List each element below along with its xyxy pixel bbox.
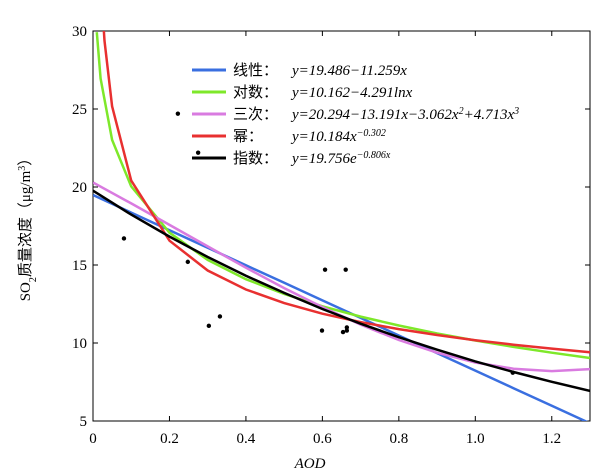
data-point bbox=[175, 111, 181, 116]
fit-line bbox=[93, 193, 588, 421]
legend-label: 指数： bbox=[233, 150, 278, 167]
y-label-sub: 2 bbox=[28, 277, 39, 282]
data-point bbox=[195, 150, 201, 155]
x-tick-label: 0.6 bbox=[313, 431, 332, 447]
fit-line bbox=[93, 189, 590, 393]
legend-equation: y=19.756e−0.806x bbox=[290, 150, 391, 168]
equation-part: y=19.486−11.259x bbox=[290, 63, 407, 79]
fit-line bbox=[102, 31, 590, 354]
legend-equation: y=19.486−11.259x bbox=[290, 63, 407, 79]
legend-equation: y=10.184x−0.302 bbox=[290, 128, 386, 146]
data-point bbox=[121, 236, 127, 241]
legend-equation: y=20.294−13.191x−3.062x2+4.713x3 bbox=[290, 106, 519, 124]
x-tick-label: 0.2 bbox=[160, 431, 179, 447]
x-tick-label: 0.4 bbox=[237, 431, 256, 447]
data-point bbox=[343, 267, 348, 272]
legend-label: 线性： bbox=[233, 62, 278, 79]
y-tick-label: 20 bbox=[72, 180, 87, 196]
y-tick-label: 15 bbox=[72, 258, 87, 274]
data-point bbox=[344, 325, 350, 330]
x-tick-label: 1.0 bbox=[466, 431, 485, 447]
legend-label: 对数： bbox=[233, 84, 278, 101]
x-tick-label: 0.8 bbox=[389, 431, 408, 447]
equation-superscript: 2 bbox=[459, 106, 464, 117]
data-point bbox=[510, 370, 515, 375]
y-tick-label: 10 bbox=[72, 336, 87, 352]
y-tick-label: 5 bbox=[80, 414, 88, 430]
data-point bbox=[217, 314, 223, 319]
plot-area bbox=[93, 31, 590, 421]
y-label-part: SO bbox=[18, 282, 34, 301]
y-tick-label: 25 bbox=[72, 102, 87, 118]
data-point bbox=[185, 259, 191, 265]
equation-superscript: −0.806x bbox=[357, 150, 391, 161]
y-label-part: 质量浓度（μg/m bbox=[17, 170, 34, 277]
equation-part: y=19.756e bbox=[290, 151, 357, 167]
y-axis-label: SO2质量浓度（μg/m3） bbox=[17, 151, 39, 302]
equation-part: y=10.184x bbox=[290, 129, 357, 145]
equation-part: +4.713x bbox=[464, 107, 515, 123]
y-tick-label: 30 bbox=[72, 24, 87, 40]
y-label-part: ） bbox=[17, 151, 34, 166]
equation-part: y=20.294−13.191x−3.062x bbox=[290, 107, 459, 123]
data-point bbox=[322, 267, 328, 272]
equation-superscript: 3 bbox=[513, 106, 519, 117]
legend-label: 幂： bbox=[233, 129, 263, 145]
plot-frame bbox=[92, 30, 591, 422]
x-axis-label: AOD bbox=[294, 456, 326, 472]
data-point bbox=[344, 328, 350, 333]
data-point bbox=[340, 329, 346, 335]
legend-equation: y=10.162−4.291lnx bbox=[290, 85, 413, 101]
equation-superscript: −0.302 bbox=[357, 128, 386, 139]
data-point bbox=[319, 328, 325, 333]
y-label-sup: 3 bbox=[17, 166, 28, 171]
equation-part: y=10.162−4.291lnx bbox=[290, 85, 413, 101]
x-tick-label: 0 bbox=[89, 431, 97, 447]
legend-label: 三次： bbox=[233, 106, 278, 123]
fit-line bbox=[93, 181, 590, 373]
x-tick-label: 1.2 bbox=[542, 431, 561, 447]
data-point bbox=[206, 323, 212, 329]
